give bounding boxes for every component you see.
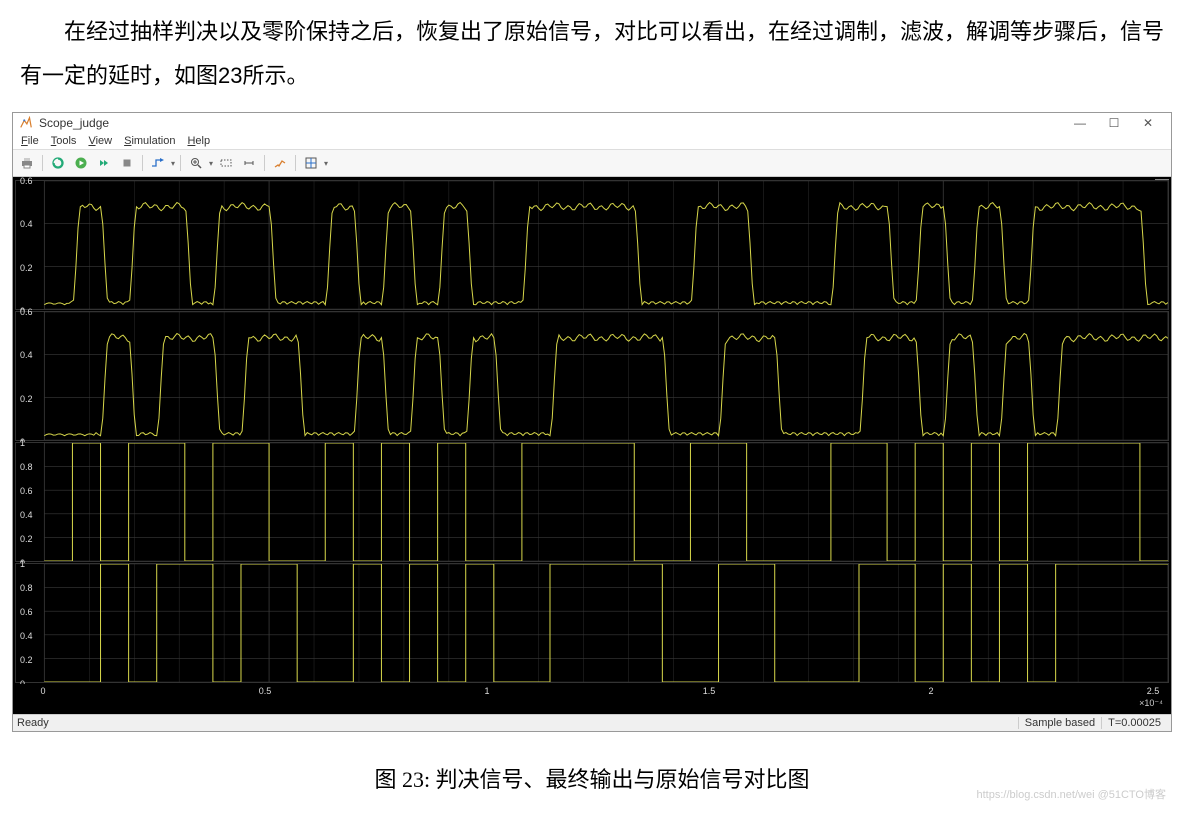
y-tick-label: 0.4: [20, 510, 33, 520]
toolbar: ▾ ▾ ▾: [13, 149, 1171, 177]
y-tick-label: 0.2: [20, 655, 33, 665]
menu-bar: File Tools View Simulation Help: [13, 133, 1171, 149]
title-bar: Scope_judge — ☐ ✕: [13, 113, 1171, 133]
zoom-box-icon[interactable]: [216, 153, 236, 173]
autoscale-icon[interactable]: [270, 153, 290, 173]
status-bar: Ready Sample based T=0.00025: [13, 714, 1171, 731]
status-mode: Sample based: [1018, 717, 1101, 729]
status-time: T=0.00025: [1101, 717, 1167, 729]
x-axis-unit: ×10⁻⁴: [1139, 698, 1163, 709]
zoom-axis-icon[interactable]: [239, 153, 259, 173]
prev-icon[interactable]: [48, 153, 68, 173]
scope-window: Scope_judge — ☐ ✕ File Tools View Simula…: [12, 112, 1172, 732]
close-button[interactable]: ✕: [1131, 116, 1165, 130]
y-tick-label: 0.4: [20, 350, 33, 360]
y-tick-label: 0.8: [20, 462, 33, 472]
menu-help[interactable]: Help: [187, 135, 210, 147]
maximize-button[interactable]: ☐: [1097, 116, 1131, 130]
zoom-in-icon[interactable]: [186, 153, 206, 173]
menu-file[interactable]: File: [21, 135, 39, 147]
stop-icon[interactable]: [117, 153, 137, 173]
status-ready: Ready: [17, 717, 1018, 729]
subplot-4[interactable]: 00.20.40.60.81: [15, 563, 1169, 683]
subplot-3[interactable]: 00.20.40.60.81: [15, 442, 1169, 562]
y-tick-label: 0.6: [20, 486, 33, 496]
x-tick-label: 0.5: [259, 686, 272, 696]
y-tick-label: 0.6: [20, 307, 33, 317]
y-tick-label: 0.2: [20, 263, 33, 273]
y-tick-label: 1: [20, 559, 25, 569]
y-tick-label: 0.4: [20, 631, 33, 641]
print-icon[interactable]: [17, 153, 37, 173]
y-tick-label: 0.2: [20, 534, 33, 544]
x-tick-label: 1: [484, 686, 489, 696]
y-tick-label: 1: [20, 438, 25, 448]
y-tick-label: 0.2: [20, 394, 33, 404]
cursor-icon[interactable]: [301, 153, 321, 173]
window-title: Scope_judge: [39, 116, 1063, 130]
x-tick-label: 2.5: [1147, 686, 1160, 696]
y-tick-label: 0.6: [20, 176, 33, 186]
subplot-2[interactable]: 00.20.40.6: [15, 311, 1169, 441]
x-tick-label: 2: [928, 686, 933, 696]
minimize-button[interactable]: —: [1063, 116, 1097, 130]
watermark: https://blog.csdn.net/wei @51CTO博客: [0, 786, 1184, 802]
run-icon[interactable]: [71, 153, 91, 173]
menu-tools[interactable]: Tools: [51, 135, 77, 147]
menu-view[interactable]: View: [88, 135, 112, 147]
y-tick-label: 0.4: [20, 219, 33, 229]
fwd-icon[interactable]: [94, 153, 114, 173]
x-tick-label: 1.5: [703, 686, 716, 696]
y-tick-label: 0.8: [20, 583, 33, 593]
document-paragraph: 在经过抽样判决以及零阶保持之后，恢复出了原始信号，对比可以看出，在经过调制，滤波…: [0, 0, 1184, 108]
subplot-1[interactable]: 00.20.40.6: [15, 180, 1169, 310]
x-axis: 0 0.5 1 1.5 2 2.5 ×10⁻⁴: [15, 684, 1169, 712]
step-icon[interactable]: [148, 153, 168, 173]
matlab-icon: [19, 116, 33, 130]
menu-simulation[interactable]: Simulation: [124, 135, 175, 147]
paragraph-text: 在经过抽样判决以及零阶保持之后，恢复出了原始信号，对比可以看出，在经过调制，滤波…: [20, 10, 1164, 98]
y-tick-label: 0.6: [20, 607, 33, 617]
x-tick-label: 0: [40, 686, 45, 696]
plot-region: ▾ 00.20.40.600.20.40.600.20.40.60.8100.2…: [13, 177, 1171, 714]
